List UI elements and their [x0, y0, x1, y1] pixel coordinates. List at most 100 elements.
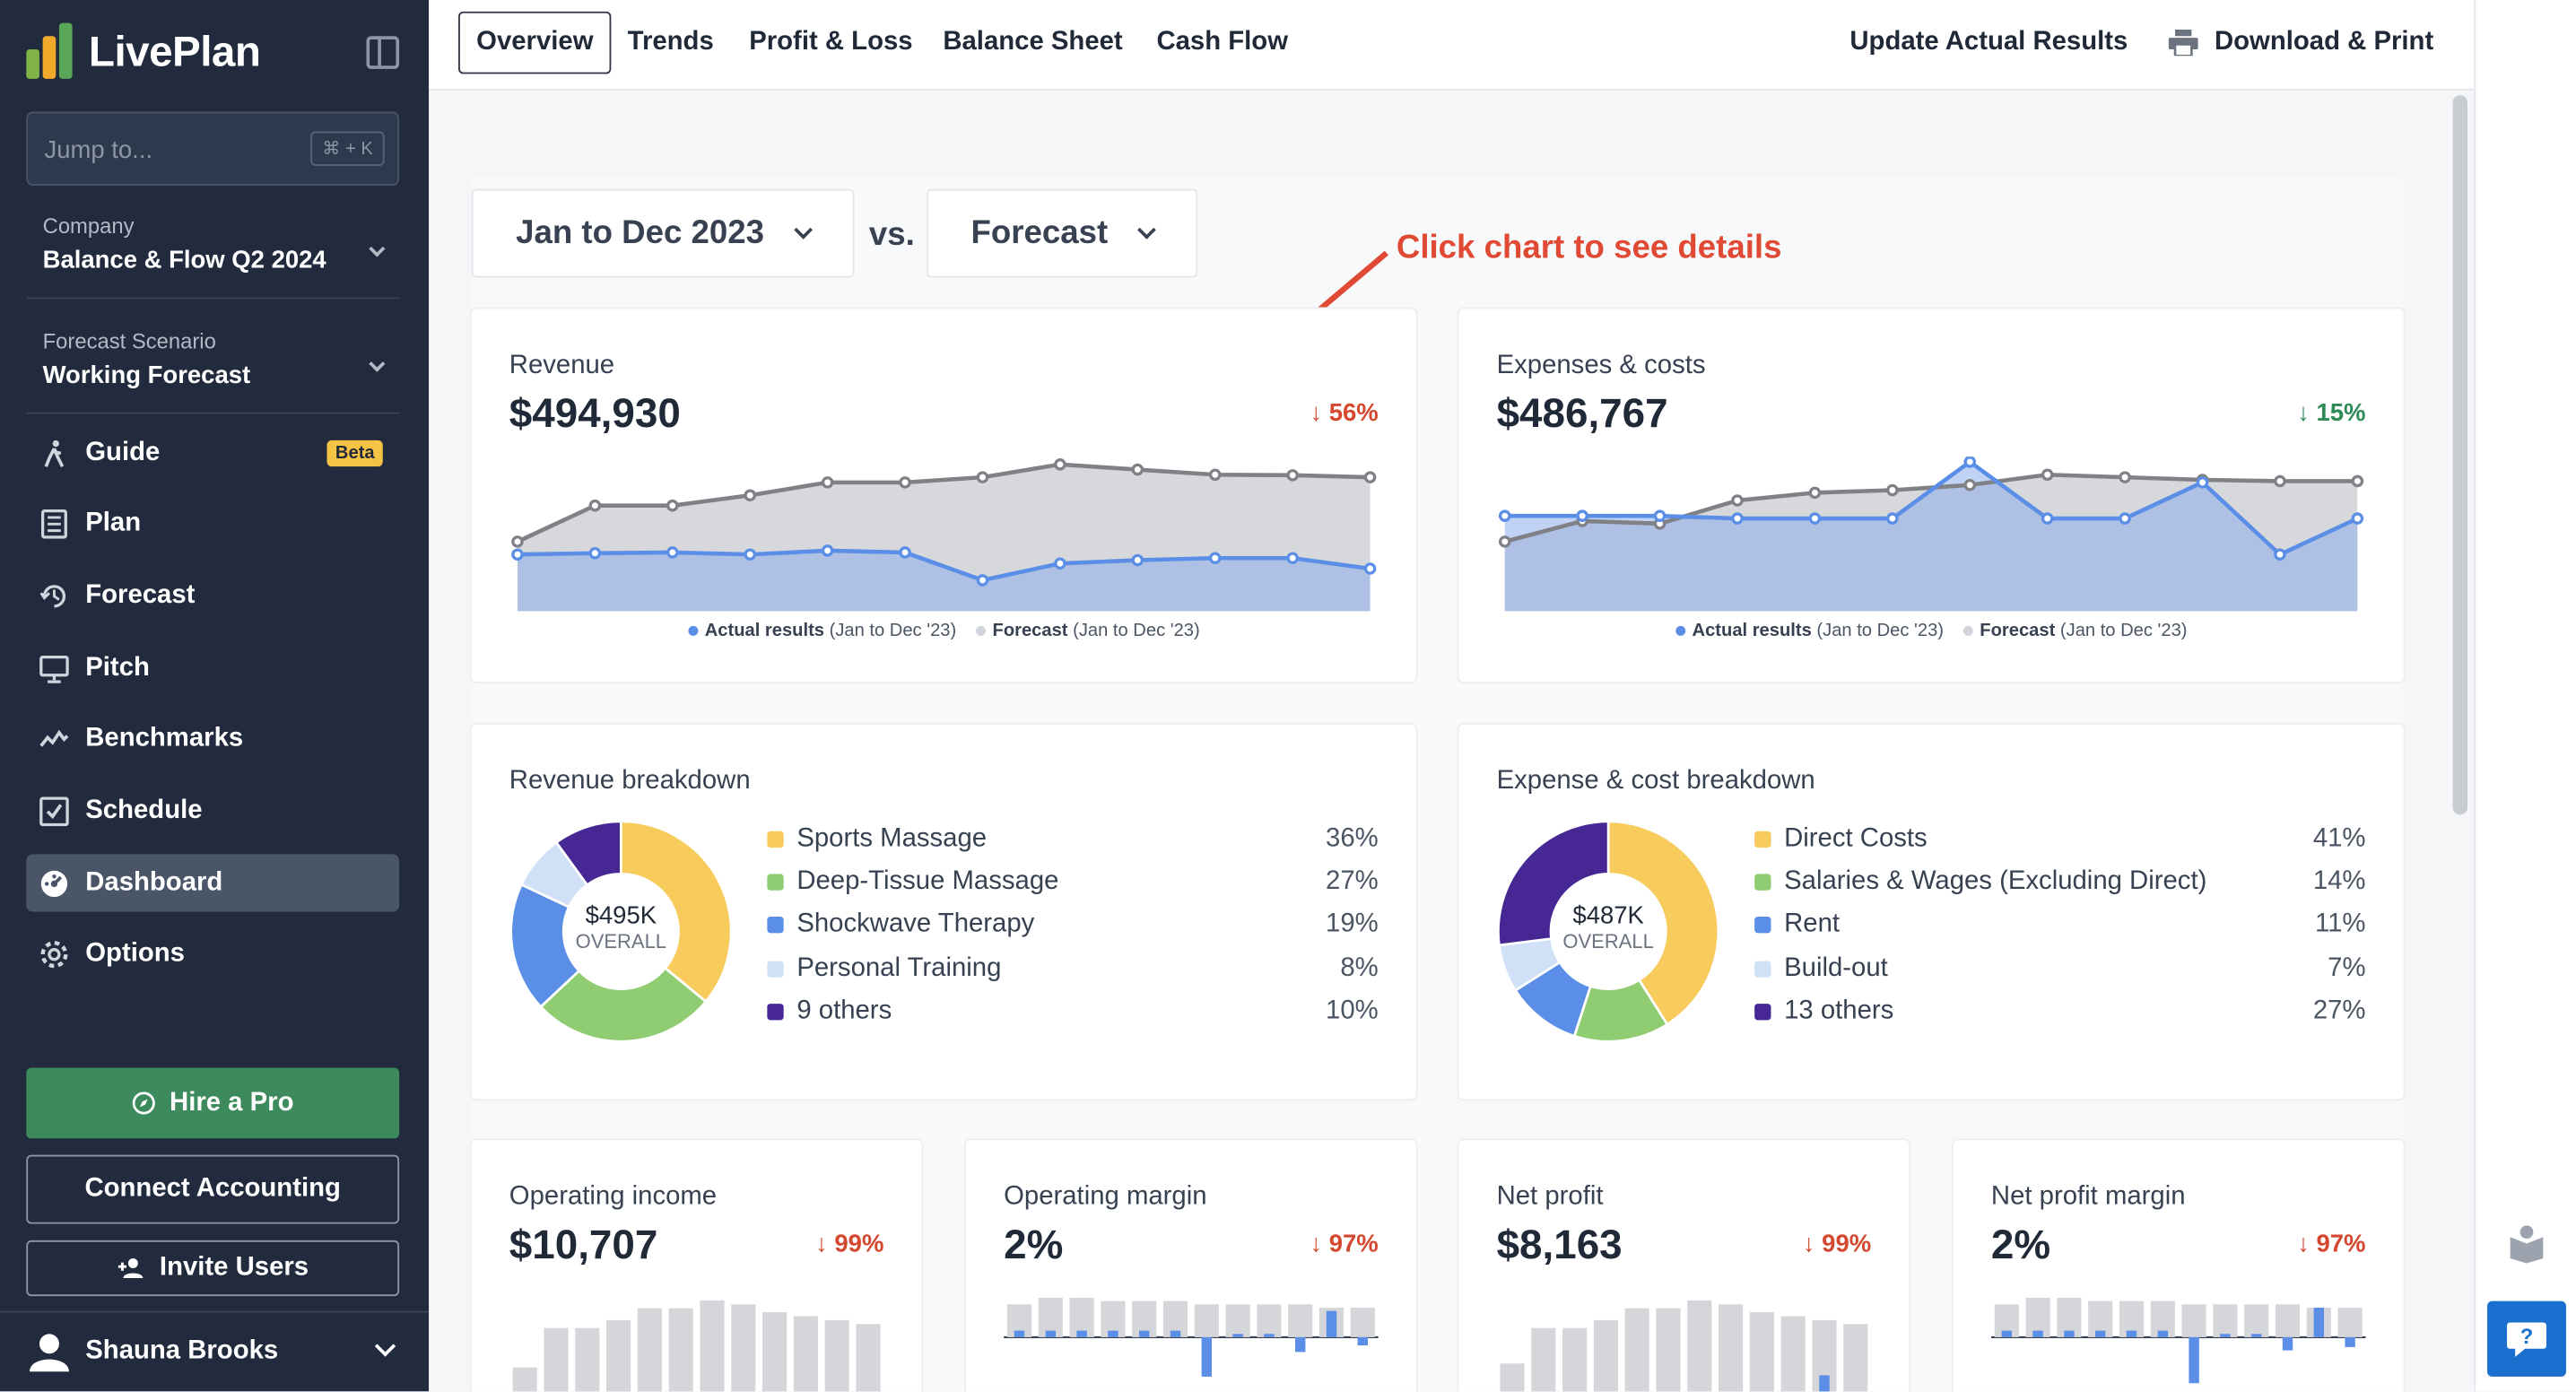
scrollbar-thumb[interactable]	[2452, 95, 2468, 815]
forecast-point[interactable]	[2274, 474, 2286, 488]
forecast-point[interactable]	[1208, 468, 1222, 482]
actual-point[interactable]	[1808, 512, 1822, 525]
forecast-bar[interactable]	[1719, 1304, 1744, 1392]
tab-profit-loss[interactable]: Profit & Loss	[749, 28, 913, 57]
actual-bar[interactable]	[1326, 1310, 1337, 1337]
forecast-bar[interactable]	[1562, 1327, 1588, 1392]
expenses-card[interactable]: Expenses & costs $486,767 ↓ 15% Actual r…	[1458, 309, 2404, 683]
donut-slice[interactable]	[619, 820, 733, 1004]
breakdown-item[interactable]: 13 others 27%	[1754, 990, 2366, 1033]
forecast-point[interactable]	[1963, 478, 1977, 492]
forecast-bar[interactable]	[1656, 1308, 1681, 1392]
forecast-point[interactable]	[1731, 494, 1744, 507]
help-chat-button[interactable]: ?	[2487, 1301, 2566, 1377]
actual-bar[interactable]	[1108, 1330, 1118, 1337]
actual-bar[interactable]	[2189, 1336, 2199, 1384]
actual-point[interactable]	[1054, 557, 1066, 570]
actual-bar[interactable]	[1357, 1336, 1369, 1346]
forecast-point[interactable]	[1886, 483, 1899, 497]
actual-bar[interactable]	[1819, 1375, 1830, 1392]
forecast-bar[interactable]	[1749, 1312, 1774, 1392]
tab-cash-flow[interactable]: Cash Flow	[1156, 28, 1289, 57]
forecast-bar[interactable]	[1194, 1304, 1219, 1337]
actual-bar[interactable]	[1232, 1334, 1243, 1337]
revenue-chart[interactable]	[509, 457, 1379, 613]
hire-a-pro-button[interactable]: Hire a Pro	[26, 1067, 400, 1139]
actual-bar[interactable]	[2282, 1336, 2293, 1351]
forecast-bar[interactable]	[2275, 1304, 2301, 1337]
forecast-bar[interactable]	[1593, 1319, 1618, 1392]
expenses-chart[interactable]	[1497, 457, 2366, 613]
actual-point[interactable]	[1886, 512, 1899, 525]
actual-point[interactable]	[1208, 552, 1222, 565]
breakdown-item[interactable]: Sports Massage 36%	[767, 818, 1379, 861]
actual-point[interactable]	[666, 546, 679, 559]
actual-bar[interactable]	[1170, 1330, 1181, 1337]
actual-point[interactable]	[899, 546, 911, 559]
sidebar-collapse-icon[interactable]	[366, 36, 400, 69]
sidebar-item-forecast[interactable]: Forecast	[26, 568, 399, 625]
forecast-point[interactable]	[2351, 474, 2364, 488]
operating-margin-card[interactable]: Operating margin 2% ↓ 97%	[965, 1140, 1416, 1392]
actual-bar[interactable]	[1045, 1330, 1057, 1337]
breakdown-item[interactable]: Deep-Tissue Massage 27%	[767, 861, 1379, 904]
donut-slice[interactable]	[538, 966, 708, 1043]
actual-point[interactable]	[821, 544, 834, 557]
actual-point[interactable]	[1286, 552, 1299, 565]
scenario-picker[interactable]: Forecast Scenario Working Forecast	[26, 322, 400, 414]
actual-bar[interactable]	[1014, 1330, 1025, 1337]
forecast-point[interactable]	[511, 535, 524, 548]
sidebar-item-guide[interactable]: Guide Beta	[26, 424, 399, 482]
revenue-card[interactable]: Revenue $494,930 ↓ 56% Actual results (J…	[471, 309, 1416, 683]
operating-income-card[interactable]: Operating income $10,707 ↓ 99%	[471, 1140, 922, 1392]
forecast-bar[interactable]	[575, 1327, 600, 1392]
actual-point[interactable]	[588, 547, 602, 560]
actual-point[interactable]	[976, 574, 989, 587]
actual-bar[interactable]	[2126, 1330, 2137, 1337]
actual-point[interactable]	[1131, 553, 1144, 567]
forecast-bar[interactable]	[1624, 1308, 1649, 1392]
breakdown-item[interactable]: Build-out 7%	[1754, 947, 2366, 990]
actual-bar[interactable]	[2251, 1334, 2262, 1337]
forecast-bar[interactable]	[1257, 1304, 1282, 1337]
forecast-point[interactable]	[2119, 471, 2131, 483]
actual-bar[interactable]	[2157, 1330, 2169, 1337]
forecast-bar[interactable]	[856, 1324, 881, 1392]
sidebar-item-pitch[interactable]: Pitch	[26, 639, 399, 697]
actual-point[interactable]	[2196, 476, 2209, 489]
forecast-bar[interactable]	[1350, 1307, 1375, 1337]
forecast-bar[interactable]	[606, 1319, 631, 1392]
forecast-point[interactable]	[1363, 471, 1377, 483]
actual-bar[interactable]	[1201, 1336, 1213, 1377]
net-profit-card[interactable]: Net profit $8,163 ↓ 99%	[1458, 1140, 1910, 1392]
breakdown-item[interactable]: 9 others 10%	[767, 990, 1379, 1033]
forecast-point[interactable]	[821, 476, 834, 489]
forecast-bar[interactable]	[2181, 1304, 2206, 1337]
actual-bar[interactable]	[1295, 1336, 1306, 1353]
forecast-bar[interactable]	[700, 1300, 725, 1392]
tab-overview[interactable]: Overview	[458, 11, 612, 74]
forecast-bar[interactable]	[762, 1312, 788, 1392]
actual-bar[interactable]	[2032, 1330, 2043, 1337]
expense-breakdown-card[interactable]: Expense & cost breakdown $487K OVERALL D…	[1458, 724, 2404, 1100]
forecast-bar[interactable]	[544, 1327, 569, 1392]
donut-slice[interactable]	[554, 820, 622, 887]
forecast-bar[interactable]	[1069, 1297, 1094, 1337]
forecast-bar[interactable]	[1288, 1304, 1313, 1337]
forecast-bar[interactable]	[1038, 1297, 1063, 1337]
actual-point[interactable]	[744, 548, 756, 561]
forecast-bar[interactable]	[1500, 1363, 1525, 1392]
forecast-bar[interactable]	[793, 1316, 818, 1392]
download-print-button[interactable]: Download & Print	[2168, 12, 2433, 74]
period-dropdown[interactable]: Jan to Dec 2023	[471, 188, 855, 278]
donut-slice[interactable]	[1606, 820, 1720, 1027]
logo[interactable]: LivePlan	[26, 22, 261, 79]
tab-balance-sheet[interactable]: Balance Sheet	[943, 28, 1123, 57]
sidebar-item-plan[interactable]: Plan	[26, 496, 399, 553]
breakdown-item[interactable]: Shockwave Therapy 19%	[767, 904, 1379, 947]
actual-bar[interactable]	[2313, 1307, 2325, 1337]
forecast-bar[interactable]	[731, 1304, 756, 1392]
revenue-breakdown-card[interactable]: Revenue breakdown $495K OVERALL Sports M…	[471, 724, 1416, 1100]
company-picker[interactable]: Company Balance & Flow Q2 2024	[26, 207, 400, 300]
actual-point[interactable]	[2119, 512, 2131, 525]
